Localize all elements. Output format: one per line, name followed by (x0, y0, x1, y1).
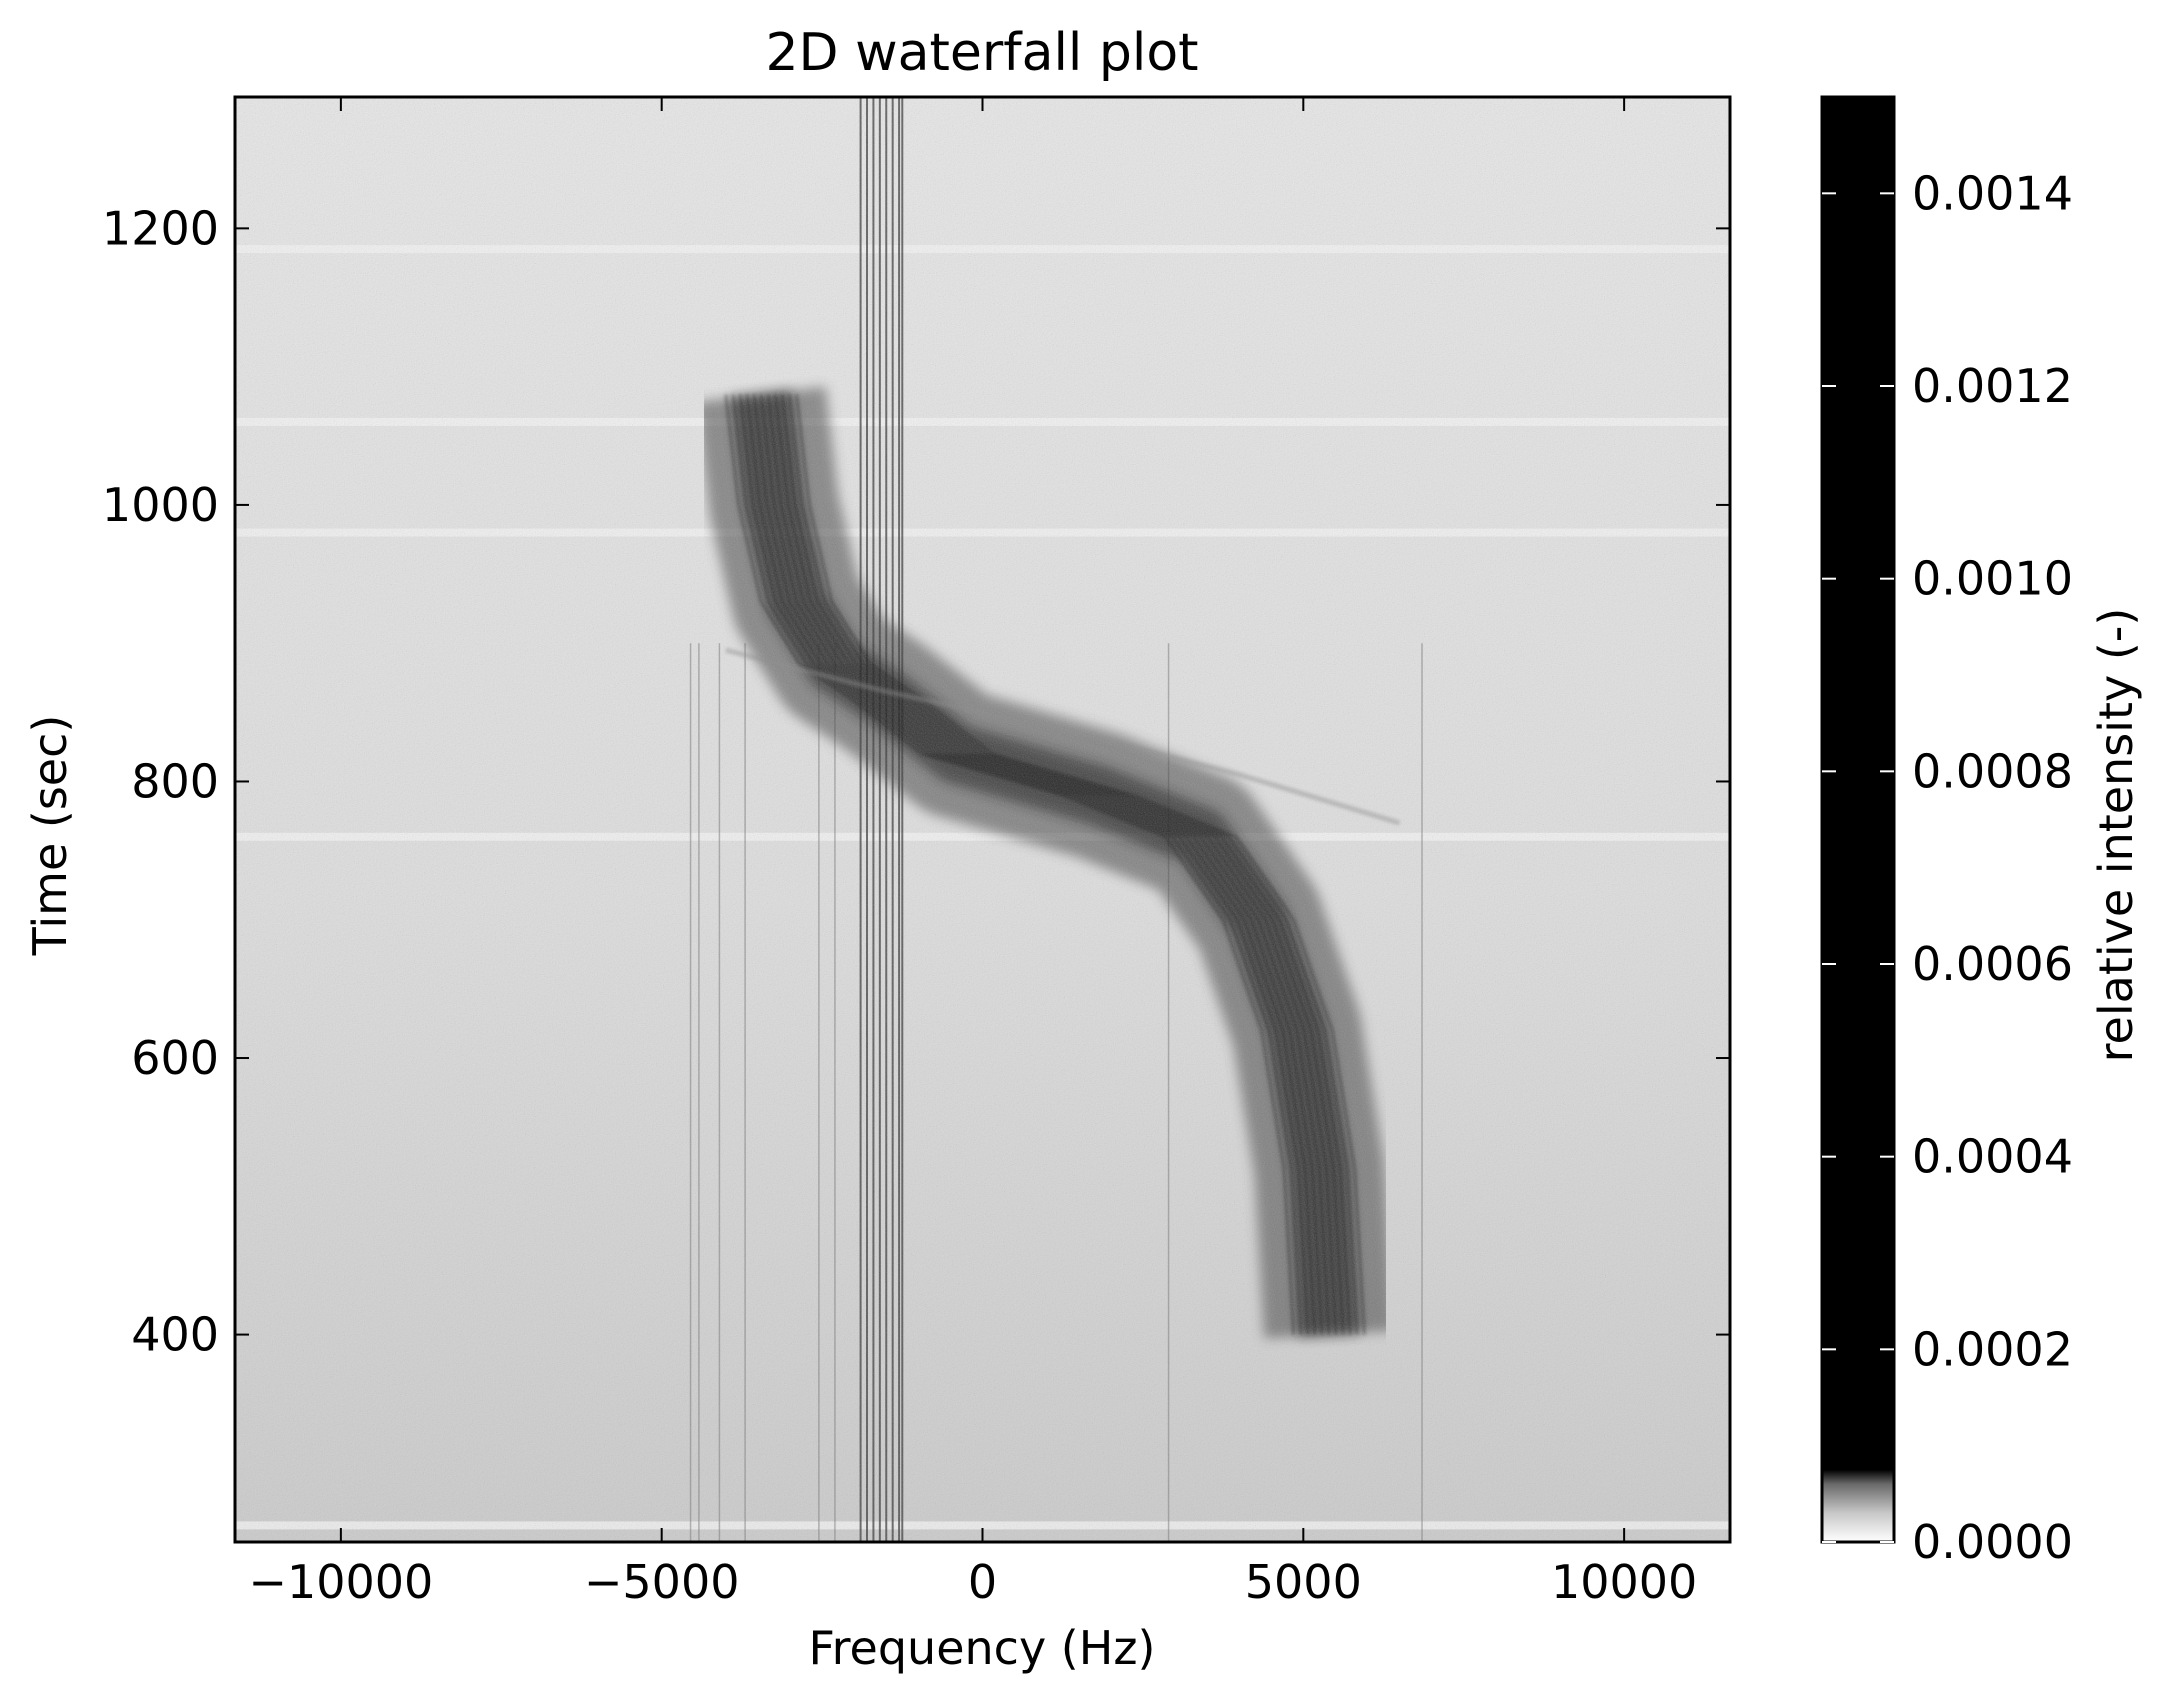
y-tick-label: 1200 (102, 201, 219, 255)
colorbar-tick-label: 0.0002 (1912, 1322, 2073, 1376)
noise-texture (235, 97, 1730, 1542)
y-axis-label: Time (sec) (23, 715, 77, 957)
plot-area (235, 97, 1730, 1542)
y-tick-label: 600 (131, 1031, 219, 1085)
x-tick-label: 10000 (1551, 1555, 1697, 1609)
y-tick-label: 800 (131, 754, 219, 808)
x-tick-label: −10000 (248, 1555, 433, 1609)
colorbar-tick-label: 0.0000 (1912, 1515, 2073, 1569)
x-tick-label: −5000 (584, 1555, 740, 1609)
colorbar-tick-label: 0.0014 (1912, 166, 2073, 220)
colorbar-tick-label: 0.0008 (1912, 744, 2073, 798)
colorbar-tick-label: 0.0012 (1912, 359, 2073, 413)
y-axis-ticks: 400 600 800 1000 1200 (102, 201, 1730, 1362)
y-tick-label: 1000 (102, 478, 219, 532)
x-tick-label: 0 (968, 1555, 997, 1609)
colorbar-label: relative intensity (-) (2089, 608, 2143, 1063)
colorbar-ticks: 0.0000 0.0002 0.0004 0.0006 0.0008 0.0010 0.00… (1822, 166, 2073, 1569)
colorbar-tick-label: 0.0004 (1912, 1130, 2073, 1184)
colorbar-tick-label: 0.0006 (1912, 937, 2073, 991)
y-tick-label: 400 (131, 1308, 219, 1362)
x-axis-ticks: −10000 −5000 0 5000 10000 (248, 97, 1697, 1609)
colorbar (1820, 95, 1896, 1544)
x-tick-label: 5000 (1245, 1555, 1362, 1609)
x-axis-label: Frequency (Hz) (809, 1621, 1156, 1675)
chart-title: 2D waterfall plot (765, 23, 1198, 83)
colorbar-tick-label: 0.0010 (1912, 552, 2073, 606)
